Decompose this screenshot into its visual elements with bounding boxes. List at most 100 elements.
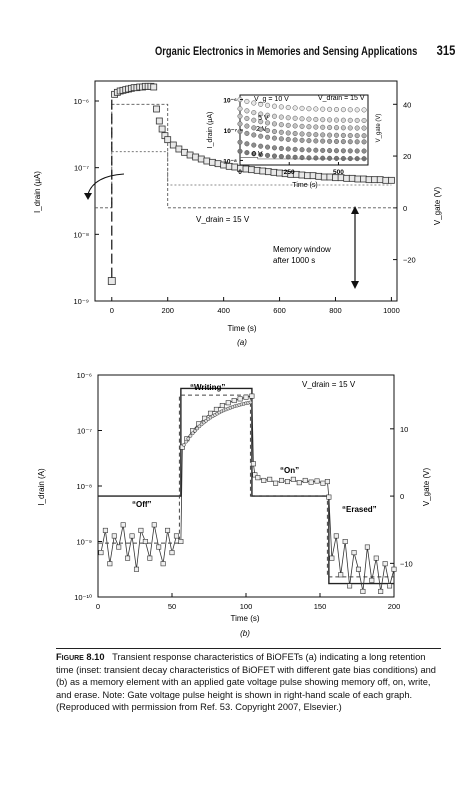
inset-data-point — [327, 138, 333, 144]
inset-data-point — [361, 139, 367, 145]
inset-vdrain-label: V_drain = 15 V — [318, 95, 365, 102]
inset-data-point — [244, 98, 250, 104]
inset-data-point — [244, 141, 250, 147]
inset-pointer-arrowhead — [84, 193, 92, 200]
inset-data-point — [306, 131, 312, 137]
inset-data-point — [251, 117, 257, 123]
inset-data-point — [347, 132, 353, 139]
inset-y2-label: V_gate (V) — [376, 114, 382, 143]
x-tick-label: 200 — [161, 306, 174, 315]
data-point — [326, 173, 334, 181]
inset-data-point — [333, 148, 340, 154]
inset-data-point — [306, 155, 312, 161]
current-data-point — [250, 461, 256, 467]
current-data-point — [296, 480, 302, 486]
current-data-point — [219, 403, 225, 409]
data-point — [365, 176, 373, 184]
gate-voltage-dashed-line — [98, 394, 394, 578]
inset-data-point — [313, 132, 319, 138]
inset-data-point — [251, 125, 257, 131]
inset-data-point — [340, 139, 346, 145]
current-data-point — [165, 527, 171, 533]
current-data-point — [320, 480, 326, 486]
current-data-point — [347, 583, 353, 589]
inset-data-point — [320, 124, 326, 130]
memory-window-label-1: Memory window — [273, 245, 331, 254]
inset-data-point — [347, 125, 353, 131]
inset-data-point — [292, 105, 298, 111]
data-point — [360, 175, 367, 183]
inset-data-point — [251, 151, 257, 157]
inset-data-point — [244, 108, 250, 114]
current-data-point — [231, 398, 237, 404]
page-number: 315 — [436, 42, 455, 58]
inset-data-point — [327, 124, 333, 131]
inset-data-point — [244, 123, 250, 129]
inset-data-point — [285, 115, 291, 121]
inset-y-tick-label: 10⁻⁶ — [223, 98, 237, 105]
figure-a-vdrain-label: V_drain = 15 V — [196, 215, 250, 224]
inset-data-point — [320, 106, 326, 112]
figure-b-y2-label: V_gate (V) — [422, 468, 431, 507]
inset-data-point — [251, 142, 257, 148]
x-tick-label: 150 — [314, 602, 327, 611]
current-data-point — [225, 400, 231, 406]
writing-data-point — [184, 439, 188, 444]
inset-data-point — [237, 139, 243, 145]
current-data-point — [213, 406, 219, 412]
running-header: Organic Electronics in Memories and Sens… — [0, 42, 469, 64]
y2-tick-label: 40 — [403, 100, 411, 109]
data-point — [304, 172, 311, 180]
inset-data-point — [278, 122, 284, 128]
inset-data-point — [258, 152, 264, 158]
y-tick-label: 10⁻⁶ — [74, 97, 89, 106]
current-data-point — [364, 544, 370, 550]
inset-data-point — [258, 143, 264, 149]
figure-b-y-label: I_drain (A) — [37, 468, 46, 506]
inset-data-point — [333, 117, 340, 123]
memory-window-arrow — [351, 206, 359, 289]
inset-data-point — [299, 105, 305, 111]
inset-data-point — [299, 137, 305, 143]
current-data-point — [342, 539, 348, 545]
inset-data-point — [244, 115, 250, 122]
inset-data-point — [347, 139, 353, 145]
inset-data-point — [237, 106, 243, 112]
current-data-point — [290, 476, 296, 482]
caption-rule — [56, 648, 441, 649]
inset-data-point — [285, 130, 291, 136]
current-data-point — [351, 550, 357, 556]
inset-data-point — [306, 106, 312, 112]
writing-data-point — [197, 424, 202, 429]
inset-data-point — [285, 104, 291, 111]
current-data-point — [138, 527, 144, 533]
reference-dashed-line — [111, 151, 392, 186]
x-tick-label: 0 — [96, 602, 100, 611]
figure-b-x-label: Time (s) — [230, 614, 259, 623]
y2-tick-label: 0 — [403, 204, 407, 213]
data-point — [382, 176, 390, 184]
x-tick-label: 800 — [329, 306, 342, 315]
inset-data-point — [265, 102, 271, 108]
inset-pointer-arrow — [87, 173, 125, 195]
figure-a-inset: 0 250 500 10⁻⁶ 10⁻⁷ 10⁻⁸ I_drain (μA) V_gate … — [207, 94, 382, 189]
data-point — [164, 136, 172, 144]
y-tick-label: 10⁻⁸ — [74, 230, 89, 239]
inset-data-point — [354, 148, 360, 154]
data-point — [371, 176, 379, 184]
inset-data-point — [285, 146, 291, 152]
inset-x-tick-label: 0 — [238, 169, 242, 176]
inset-data-point — [333, 106, 340, 113]
data-point — [186, 151, 194, 159]
current-data-point — [151, 522, 157, 528]
inset-data-point — [292, 115, 298, 121]
inset-vg-label-10: V_g = 10 V — [254, 96, 289, 103]
inset-data-point — [265, 120, 271, 126]
data-point — [197, 155, 205, 163]
inset-data-point — [313, 147, 319, 153]
x-tick-label: 50 — [168, 602, 176, 611]
current-data-point — [373, 555, 379, 561]
inset-data-point — [354, 139, 360, 145]
data-point — [175, 145, 183, 153]
